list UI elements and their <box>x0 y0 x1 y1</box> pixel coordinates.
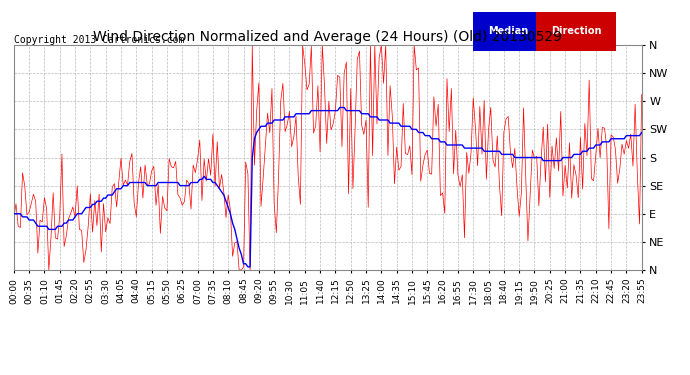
Title: Wind Direction Normalized and Average (24 Hours) (Old) 20130529: Wind Direction Normalized and Average (2… <box>93 30 562 44</box>
Text: Copyright 2013 Cartronics.com: Copyright 2013 Cartronics.com <box>14 35 184 45</box>
Text: Direction: Direction <box>551 27 601 36</box>
Text: Median: Median <box>488 27 528 36</box>
